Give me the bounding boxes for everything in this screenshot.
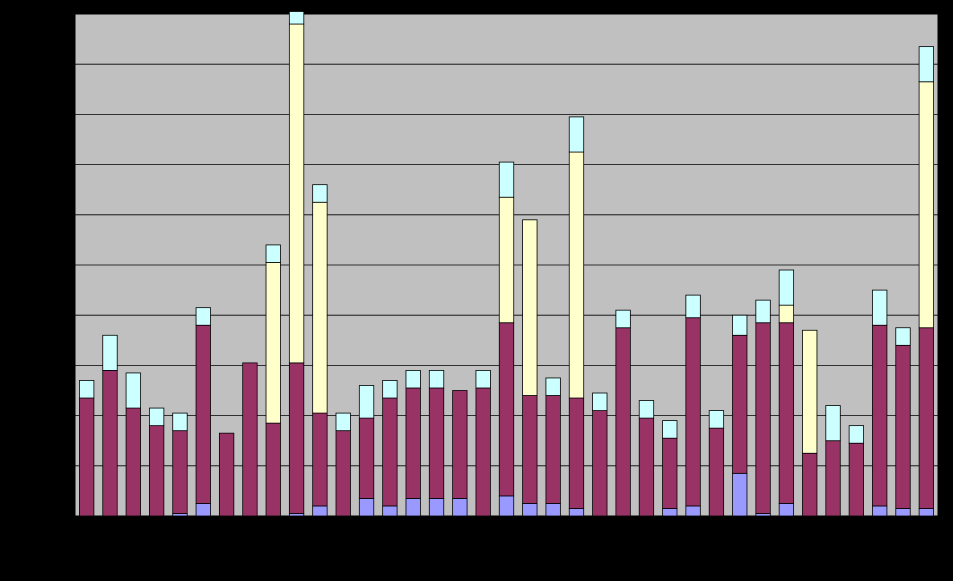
series-3-segment: [918, 81, 934, 329]
series-1-segment: [428, 498, 445, 517]
series-4-segment: [685, 294, 701, 319]
series-2-segment: [428, 387, 445, 499]
series-2-segment: [125, 407, 141, 517]
series-1-segment: [918, 508, 934, 517]
series-4-segment: [895, 327, 911, 346]
series-2-segment: [685, 317, 701, 507]
series-2-segment: [872, 324, 888, 507]
series-4-segment: [405, 370, 421, 389]
series-4-segment: [778, 269, 795, 306]
series-2-segment: [102, 370, 118, 517]
series-2-segment: [265, 422, 281, 517]
series-2-segment: [545, 395, 561, 504]
series-1-segment: [895, 508, 911, 517]
series-4-segment: [638, 400, 655, 419]
series-2-segment: [732, 334, 748, 474]
series-4-segment: [102, 334, 118, 371]
series-4-segment: [288, 11, 305, 25]
series-2-segment: [825, 440, 841, 517]
series-4-segment: [732, 314, 748, 336]
series-1-segment: [732, 472, 748, 517]
series-2-segment: [382, 397, 398, 507]
series-4-segment: [148, 407, 165, 427]
series-4-segment: [312, 184, 328, 203]
series-2-segment: [79, 397, 95, 517]
series-4-segment: [662, 420, 678, 439]
series-4-segment: [848, 425, 864, 444]
series-3-segment: [498, 196, 515, 324]
series-4-segment: [335, 412, 351, 432]
series-3-segment: [778, 304, 795, 324]
series-2-segment: [335, 430, 351, 517]
series-2-segment: [708, 427, 725, 517]
series-4-segment: [498, 161, 515, 198]
series-4-segment: [615, 309, 631, 329]
series-4-segment: [592, 392, 608, 411]
series-4-segment: [125, 372, 141, 409]
series-1-segment: [778, 503, 795, 517]
series-2-segment: [918, 327, 934, 509]
series-2-segment: [452, 390, 468, 499]
series-2-segment: [358, 417, 375, 499]
series-4-segment: [172, 412, 188, 432]
series-2-segment: [148, 425, 165, 517]
series-3-segment: [265, 262, 281, 424]
series-3-segment: [568, 151, 585, 399]
series-4-segment: [872, 289, 888, 326]
series-2-segment: [218, 432, 235, 517]
series-2-segment: [755, 322, 771, 514]
series-4-segment: [755, 299, 771, 324]
series-3-segment: [522, 219, 538, 396]
series-4-segment: [358, 385, 375, 419]
series-4-segment: [428, 370, 445, 389]
series-2-segment: [475, 387, 491, 517]
series-2-segment: [288, 362, 305, 514]
series-4-segment: [195, 307, 211, 326]
series-1-segment: [685, 505, 701, 517]
series-2-segment: [195, 324, 211, 504]
series-4-segment: [825, 405, 841, 442]
series-2-segment: [172, 430, 188, 514]
series-1-segment: [872, 505, 888, 517]
bars: [79, 11, 934, 517]
series-1-segment: [195, 503, 211, 517]
series-2-segment: [592, 410, 608, 517]
series-2-segment: [568, 397, 585, 509]
series-2-segment: [242, 362, 258, 517]
series-4-segment: [918, 46, 934, 83]
series-4-segment: [545, 377, 561, 396]
series-2-segment: [778, 322, 795, 504]
series-2-segment: [615, 327, 631, 517]
series-4-segment: [568, 116, 585, 153]
series-2-segment: [312, 412, 328, 507]
series-1-segment: [662, 508, 678, 517]
series-2-segment: [522, 395, 538, 504]
series-1-segment: [382, 505, 398, 517]
series-1-segment: [405, 498, 421, 517]
series-2-segment: [895, 344, 911, 509]
series-4-segment: [708, 410, 725, 429]
series-3-segment: [802, 329, 818, 454]
series-1-segment: [498, 495, 515, 517]
series-1-segment: [452, 498, 468, 517]
series-2-segment: [638, 417, 655, 517]
series-2-segment: [802, 452, 818, 517]
series-2-segment: [848, 442, 864, 517]
series-2-segment: [498, 322, 515, 497]
series-2-segment: [405, 387, 421, 499]
series-1-segment: [568, 508, 585, 517]
series-3-segment: [288, 23, 305, 364]
series-4-segment: [265, 244, 281, 263]
series-2-segment: [662, 437, 678, 509]
series-1-segment: [358, 498, 375, 517]
series-3-segment: [312, 201, 328, 414]
series-4-segment: [475, 370, 491, 389]
series-4-segment: [382, 380, 398, 399]
series-1-segment: [312, 505, 328, 517]
series-1-segment: [545, 503, 561, 517]
series-1-segment: [522, 503, 538, 517]
series-4-segment: [79, 380, 95, 399]
